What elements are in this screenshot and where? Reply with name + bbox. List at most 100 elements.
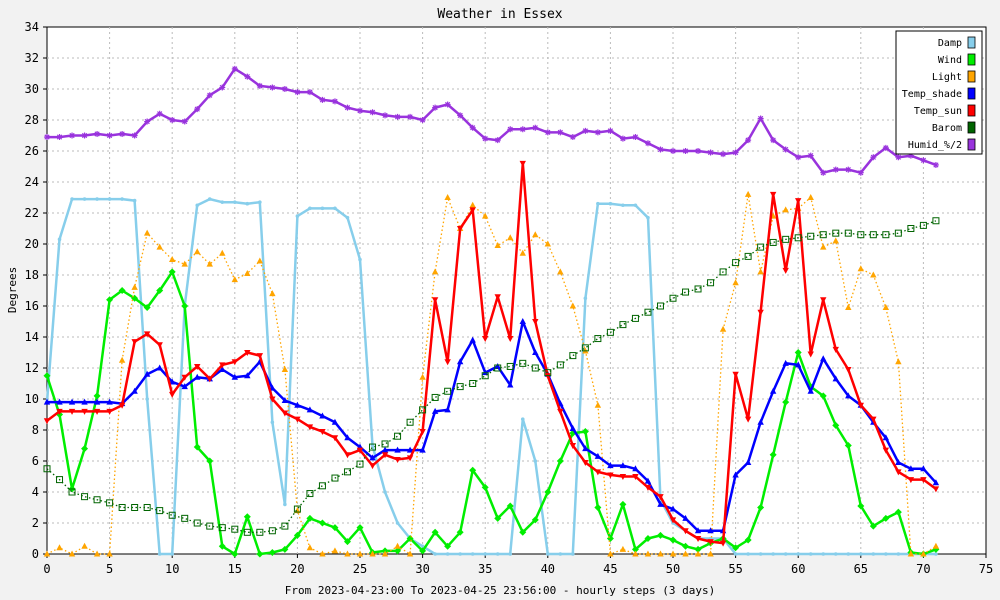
data-point [256, 353, 264, 360]
data-point [458, 552, 462, 556]
data-point [156, 342, 163, 349]
data-point [245, 201, 250, 206]
data-point [619, 135, 626, 142]
data-point [93, 496, 101, 504]
data-point [932, 486, 940, 493]
data-point [420, 544, 425, 549]
data-point [469, 336, 476, 343]
series-line-wind [45, 270, 937, 556]
data-point [644, 535, 652, 542]
data-point [644, 308, 652, 316]
data-point [795, 361, 802, 368]
data-point [682, 288, 690, 296]
data-point [920, 550, 927, 557]
data-point [81, 132, 88, 139]
data-point [193, 519, 201, 527]
data-point [870, 271, 877, 278]
data-point [106, 550, 113, 557]
data-point [444, 101, 451, 108]
x-tick-label: 75 [979, 562, 993, 576]
data-point [869, 522, 877, 530]
data-point [482, 212, 489, 219]
data-point [319, 429, 326, 436]
legend-label: Temp_sun [914, 106, 962, 117]
data-point [419, 446, 426, 453]
data-point [695, 148, 702, 154]
data-point [508, 552, 513, 556]
data-point [318, 519, 326, 527]
data-point [845, 392, 852, 399]
series-line-temp-sun [46, 162, 937, 545]
data-point [583, 296, 588, 301]
data-point [544, 488, 552, 496]
data-point [343, 468, 351, 476]
data-point [331, 418, 339, 425]
data-point [782, 146, 789, 153]
data-point [118, 356, 126, 363]
data-point [882, 231, 890, 239]
data-point [832, 237, 839, 244]
data-point [932, 161, 939, 168]
data-point [782, 267, 789, 274]
data-point [820, 297, 827, 304]
data-point [258, 200, 262, 204]
data-point [231, 373, 238, 380]
data-point [569, 302, 577, 309]
data-point [331, 98, 338, 105]
y-tick-label: 18 [25, 268, 39, 282]
data-point [93, 398, 101, 405]
data-point [844, 229, 852, 237]
data-point [344, 434, 351, 441]
data-point [470, 552, 475, 556]
data-point [319, 96, 326, 103]
data-point [819, 392, 827, 400]
data-point [494, 362, 501, 369]
legend-swatch [967, 53, 976, 66]
data-point [757, 115, 764, 122]
series-lines [43, 65, 940, 558]
data-point [746, 552, 750, 556]
x-tick-label: 35 [478, 562, 492, 576]
data-point [884, 552, 888, 556]
x-tick-label: 65 [854, 562, 868, 576]
legend-swatch [967, 87, 976, 100]
data-point [132, 198, 137, 203]
data-point [569, 443, 577, 449]
data-point [757, 418, 764, 425]
data-point [394, 542, 401, 549]
data-point [106, 499, 114, 507]
data-point [506, 502, 514, 510]
data-point [769, 387, 777, 394]
data-point [231, 525, 239, 533]
data-point [306, 89, 313, 96]
data-point [694, 536, 702, 542]
data-point [932, 542, 940, 549]
chart-title: Weather in Essex [437, 7, 562, 22]
data-point [457, 112, 464, 119]
data-point [118, 504, 126, 511]
data-point [557, 408, 564, 415]
y-tick-label: 26 [25, 144, 39, 158]
data-point [845, 166, 852, 173]
data-point [406, 455, 414, 462]
data-point [343, 538, 351, 546]
x-tick-label: 25 [353, 562, 367, 576]
data-point [431, 393, 439, 401]
data-point [532, 349, 539, 355]
data-point [356, 524, 364, 532]
data-point [394, 113, 401, 120]
data-point [532, 319, 539, 325]
data-point [231, 359, 238, 366]
data-point [333, 206, 337, 211]
data-point [331, 547, 339, 554]
data-point [744, 416, 752, 423]
data-point [319, 550, 326, 557]
y-tick-label: 6 [32, 454, 39, 468]
data-point [594, 469, 602, 476]
data-point [869, 231, 877, 239]
data-point [206, 522, 214, 530]
data-point [833, 552, 838, 556]
data-point [56, 134, 63, 141]
data-point [619, 545, 627, 552]
data-point [244, 350, 251, 356]
